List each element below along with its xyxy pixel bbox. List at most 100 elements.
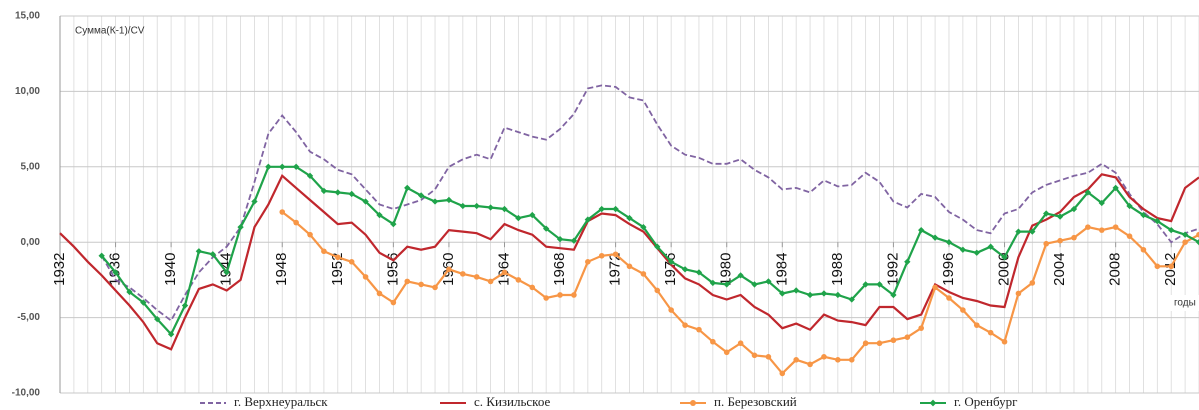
point bbox=[821, 354, 827, 360]
y-tick-label: 10,00 bbox=[15, 86, 40, 97]
point bbox=[335, 254, 341, 261]
point bbox=[918, 325, 924, 331]
point bbox=[751, 352, 758, 359]
x-label-bg bbox=[1168, 295, 1199, 311]
legend-label: с. Кизильское bbox=[474, 394, 550, 409]
point bbox=[932, 284, 938, 291]
point bbox=[460, 271, 466, 277]
point bbox=[1071, 234, 1077, 241]
point bbox=[668, 307, 674, 313]
point bbox=[307, 231, 313, 238]
point bbox=[1085, 224, 1091, 230]
x-tick-label: 1940 bbox=[162, 253, 179, 286]
point bbox=[876, 340, 883, 347]
point bbox=[1154, 263, 1161, 270]
point bbox=[362, 274, 369, 280]
point bbox=[598, 252, 605, 259]
point bbox=[1015, 290, 1022, 297]
y-tick-label: -5,00 bbox=[17, 312, 40, 323]
point bbox=[807, 361, 813, 368]
point bbox=[946, 295, 952, 301]
point bbox=[446, 266, 452, 273]
point bbox=[390, 299, 397, 306]
point bbox=[737, 340, 744, 347]
x-tick-label: 1964 bbox=[495, 253, 512, 286]
point bbox=[1195, 239, 1199, 246]
legend-label: п. Березовский bbox=[714, 394, 797, 409]
point bbox=[473, 274, 480, 280]
point bbox=[1126, 202, 1133, 210]
legend-marker bbox=[690, 400, 696, 406]
point bbox=[696, 326, 702, 333]
legend-label: г. Верхнеуральск bbox=[234, 394, 328, 409]
point bbox=[418, 281, 424, 288]
point bbox=[195, 248, 203, 255]
point bbox=[279, 209, 286, 215]
point bbox=[848, 357, 855, 363]
point bbox=[404, 278, 411, 285]
point bbox=[529, 284, 536, 291]
y-tick-label: -10,00 bbox=[12, 388, 41, 399]
x-tick-label: 2000 bbox=[996, 253, 1013, 286]
point bbox=[779, 290, 786, 297]
y-tick-label: 15,00 bbox=[15, 11, 40, 22]
point bbox=[987, 329, 994, 336]
point bbox=[654, 287, 661, 294]
y-tick-label: 0,00 bbox=[21, 237, 41, 248]
x-tick-label: 2008 bbox=[1107, 253, 1124, 286]
point bbox=[862, 340, 869, 347]
point bbox=[779, 370, 786, 377]
point bbox=[640, 271, 647, 277]
point bbox=[376, 290, 383, 297]
point bbox=[571, 292, 577, 298]
y-axis-label: Сумма(К-1)/CV bbox=[75, 26, 145, 37]
point bbox=[904, 334, 911, 341]
point bbox=[1112, 224, 1119, 230]
point bbox=[682, 322, 688, 328]
point bbox=[987, 243, 994, 250]
point bbox=[1001, 338, 1008, 345]
point bbox=[681, 266, 689, 273]
x-tick-label: 1932 bbox=[51, 253, 68, 286]
point bbox=[501, 269, 508, 276]
point bbox=[1196, 231, 1199, 238]
x-axis-label: годы bbox=[1174, 298, 1196, 309]
point bbox=[973, 322, 980, 328]
point bbox=[140, 299, 147, 306]
point bbox=[793, 357, 799, 363]
point bbox=[154, 315, 161, 323]
point bbox=[585, 259, 591, 265]
point bbox=[167, 331, 175, 338]
point bbox=[1168, 263, 1175, 270]
x-tick-label: 1972 bbox=[607, 253, 624, 286]
legend: г. Верхнеуральск с. Кизильское п. Березовс… bbox=[200, 394, 1017, 409]
point bbox=[348, 259, 355, 265]
point bbox=[487, 278, 494, 285]
point bbox=[1029, 280, 1036, 286]
x-tick-label: 1980 bbox=[718, 253, 735, 286]
point bbox=[543, 295, 549, 301]
point bbox=[626, 263, 633, 270]
point bbox=[293, 219, 299, 226]
point bbox=[710, 338, 716, 345]
legend-label: г. Оренбург bbox=[954, 394, 1017, 409]
point bbox=[709, 279, 717, 287]
x-tick-label: 1996 bbox=[940, 253, 957, 286]
point bbox=[1057, 237, 1063, 244]
point bbox=[1056, 213, 1064, 220]
x-tick-label: 1992 bbox=[884, 253, 901, 286]
series-line bbox=[59, 173, 1199, 351]
point bbox=[209, 251, 216, 258]
point bbox=[1043, 240, 1050, 247]
point bbox=[432, 284, 438, 291]
point bbox=[765, 354, 772, 360]
point bbox=[723, 349, 730, 356]
point bbox=[557, 292, 563, 298]
point bbox=[1182, 239, 1188, 245]
point bbox=[835, 357, 841, 363]
series-line bbox=[100, 84, 1199, 322]
x-tick-label: 1976 bbox=[662, 253, 679, 286]
